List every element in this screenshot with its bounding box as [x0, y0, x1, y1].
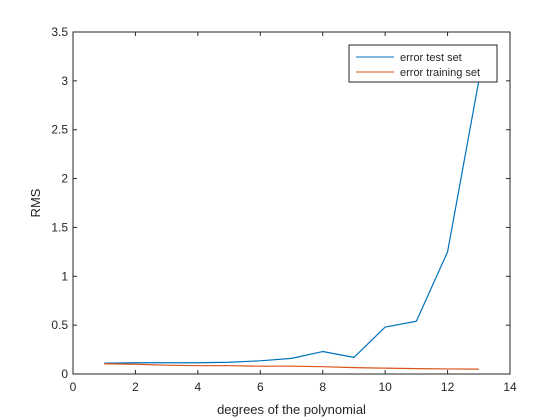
x-tick-label: 0: [70, 380, 77, 394]
x-tick-label: 14: [503, 380, 517, 394]
y-tick-label: 1.5: [51, 220, 68, 234]
legend-box: [348, 44, 498, 83]
y-axis-label: RMS: [28, 188, 43, 217]
y-tick-label: 3.5: [51, 25, 68, 39]
x-tick-label: 8: [319, 380, 326, 394]
plot-area: [72, 31, 511, 375]
y-tick-label: 1: [61, 269, 68, 283]
legend-label-training: error training set: [400, 67, 480, 79]
y-tick-label: 2.5: [51, 123, 68, 137]
x-tick-label: 4: [195, 380, 202, 394]
legend: error test set error training set: [348, 44, 498, 83]
y-tick-label: 0.5: [51, 318, 68, 332]
y-axis-ticks: 0 0.5 1 1.5 2 2.5 3 3.5: [51, 25, 510, 381]
y-tick-label: 0: [61, 367, 68, 381]
y-tick-label: 3: [61, 74, 68, 88]
x-tick-label: 10: [378, 380, 392, 394]
x-axis-ticks: 0 2 4 6 8 10 12 14: [70, 32, 517, 394]
y-tick-label: 2: [61, 172, 68, 186]
x-axis-label: degrees of the polynomial: [217, 402, 366, 417]
x-tick-label: 6: [257, 380, 264, 394]
x-tick-label: 2: [132, 380, 139, 394]
series-layer: [104, 80, 480, 370]
legend-label-test: error test set: [400, 52, 462, 64]
x-tick-label: 12: [441, 380, 455, 394]
